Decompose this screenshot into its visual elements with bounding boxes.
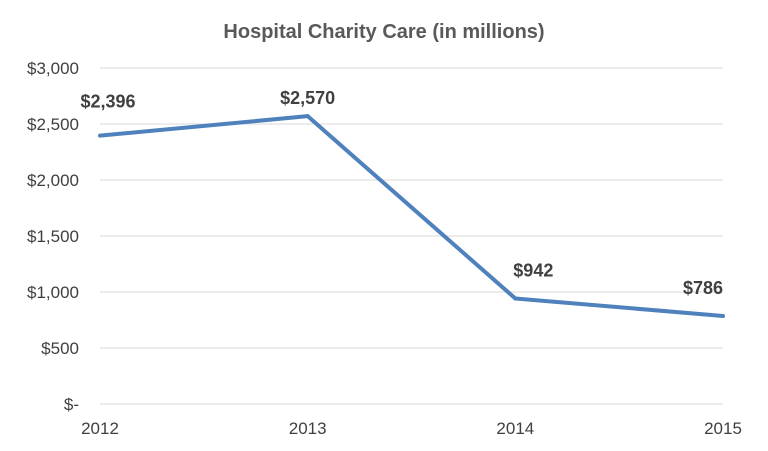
data-point: [98, 133, 102, 138]
y-tick-label: $1,000: [27, 283, 79, 302]
x-tick-label: 2012: [81, 419, 119, 438]
y-tick-label: $1,500: [27, 227, 79, 246]
data-label: $2,570: [280, 88, 335, 108]
chart-title: Hospital Charity Care (in millions): [223, 21, 544, 43]
data-point: [305, 114, 310, 119]
data-label: $942: [513, 260, 553, 280]
series-line: [99, 114, 724, 318]
y-tick-label: $2,500: [27, 115, 79, 134]
y-axis: $- $500 $1,000 $1,500 $2,000 $2,500 $3,000: [27, 59, 79, 414]
x-tick-label: 2013: [289, 419, 327, 438]
data-point: [513, 296, 518, 301]
data-label: $2,396: [80, 92, 135, 112]
y-tick-label: $500: [41, 339, 79, 358]
x-axis: 2012 2013 2014 2015: [81, 419, 742, 438]
data-point: [721, 313, 725, 318]
y-tick-label: $2,000: [27, 171, 79, 190]
y-tick-label: $-: [64, 395, 79, 414]
data-label: $786: [683, 278, 723, 298]
data-labels: $2,396 $2,570 $942 $786: [80, 88, 723, 298]
x-tick-label: 2014: [496, 419, 534, 438]
gridlines: [100, 67, 723, 405]
x-tick-label: 2015: [704, 419, 742, 438]
series: [98, 114, 725, 318]
y-tick-label: $3,000: [27, 59, 79, 78]
